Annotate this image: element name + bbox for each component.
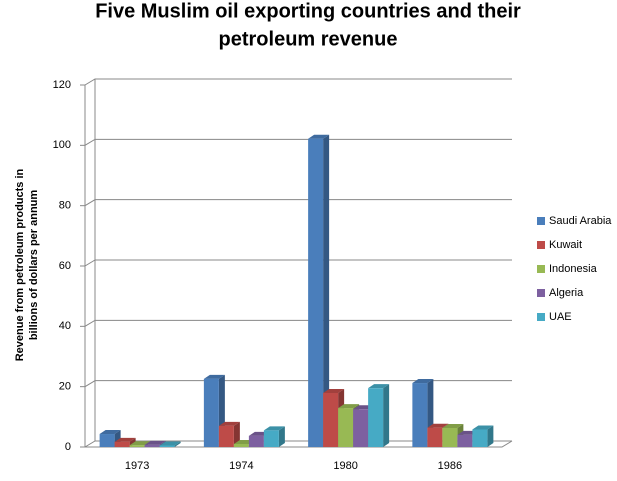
chart-title: petroleum revenue xyxy=(219,28,398,50)
y-tick-label: 40 xyxy=(59,320,71,332)
legend-swatch xyxy=(537,241,545,249)
y-tick-label: 60 xyxy=(59,260,71,272)
bar xyxy=(338,408,354,447)
bar xyxy=(159,445,175,447)
legend-swatch xyxy=(537,265,545,273)
legend-swatch xyxy=(537,217,545,225)
bar xyxy=(114,441,130,447)
bar xyxy=(457,434,473,447)
x-tick-label: 1986 xyxy=(438,460,462,472)
bar-top xyxy=(442,423,464,428)
bar-side xyxy=(323,134,330,448)
legend-swatch xyxy=(537,313,545,321)
bar-top xyxy=(338,404,360,409)
y-tick-label: 100 xyxy=(53,139,71,151)
x-tick-label: 1974 xyxy=(229,460,253,472)
grid-line xyxy=(84,380,512,388)
grid-line xyxy=(84,138,512,146)
bar-top xyxy=(114,437,136,442)
y-axis-label: Revenue from petroleum products in billi… xyxy=(14,168,40,361)
bar xyxy=(144,444,160,447)
bar xyxy=(323,393,339,447)
bar xyxy=(442,427,458,447)
bar-top xyxy=(263,426,285,431)
y-axis-label-line: Revenue from petroleum products in xyxy=(14,168,26,361)
grid-line xyxy=(84,259,512,267)
x-tick-label: 1980 xyxy=(333,460,357,472)
x-tick-label: 1973 xyxy=(125,460,149,472)
bar xyxy=(427,427,443,447)
bar-top xyxy=(144,440,166,445)
bar xyxy=(218,425,234,447)
y-axis-label-line: billions of dollars per annum xyxy=(28,190,40,341)
bar-side xyxy=(383,384,390,447)
y-tick-label: 80 xyxy=(59,200,71,212)
bar xyxy=(472,429,488,447)
bar xyxy=(233,443,249,447)
bar-top xyxy=(472,425,494,430)
chart-title: Five Muslim oil exporting countries and … xyxy=(95,0,521,22)
legend-label: UAE xyxy=(549,311,572,323)
grid-line xyxy=(84,319,512,327)
bar xyxy=(308,138,324,448)
bar-top xyxy=(218,421,240,426)
legend-label: Indonesia xyxy=(549,263,598,275)
legend-label: Algeria xyxy=(549,287,584,299)
legend-label: Kuwait xyxy=(549,239,582,251)
bar-side xyxy=(278,426,285,447)
bar xyxy=(99,434,115,447)
bar-top xyxy=(129,441,151,446)
bar-top xyxy=(368,384,390,389)
bar-side xyxy=(233,421,240,447)
grid-line xyxy=(84,78,512,86)
legend-label: Saudi Arabia xyxy=(549,215,612,227)
bar xyxy=(412,383,428,447)
y-tick-label: 20 xyxy=(59,381,71,393)
y-tick-label: 0 xyxy=(65,441,71,453)
bar-top xyxy=(427,423,449,428)
bar-top xyxy=(323,389,345,394)
bar xyxy=(129,445,145,447)
bar-top xyxy=(99,430,121,435)
bar-top xyxy=(159,441,181,446)
bar xyxy=(263,430,279,447)
bar-side xyxy=(174,441,181,447)
bar-side xyxy=(487,425,494,447)
bar xyxy=(248,435,264,447)
bar-top xyxy=(203,374,225,379)
bar-top xyxy=(412,379,434,384)
y-tick-label: 120 xyxy=(53,79,71,91)
legend-swatch xyxy=(537,289,545,297)
bar-top xyxy=(308,134,330,139)
bar xyxy=(368,388,384,447)
grid-line xyxy=(84,199,512,207)
bar xyxy=(353,409,369,447)
bar xyxy=(203,378,219,447)
